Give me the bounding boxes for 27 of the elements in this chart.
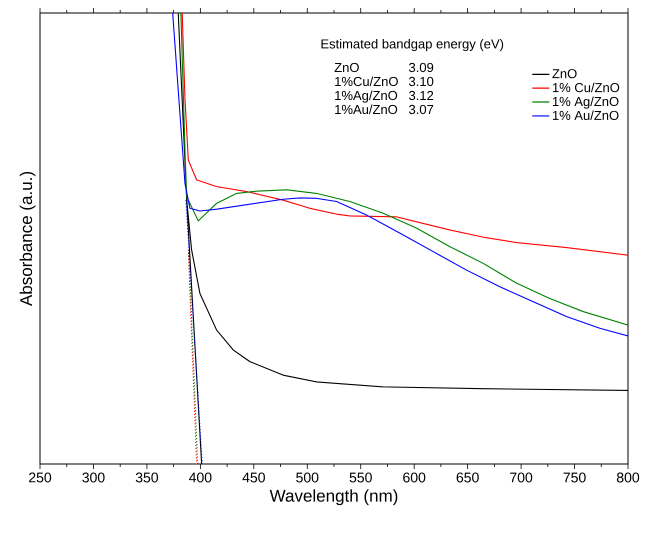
x-tick-label: 450: [242, 472, 265, 482]
x-tick-label: 700: [510, 472, 532, 482]
legend-label: 1% Au/ZnO: [552, 110, 618, 120]
y-axis-title: Absorbance (a.u.): [20, 172, 36, 306]
annotation: 3.12: [409, 90, 434, 100]
legend-label: 1% Cu/ZnO: [552, 82, 620, 92]
annotation: ZnO: [334, 62, 359, 72]
annotation: 3.09: [409, 62, 434, 72]
x-tick-label: 600: [403, 472, 426, 482]
legend-label: 1% Ag/ZnO: [552, 96, 618, 109]
annotation: 3.07: [409, 104, 434, 114]
x-tick-label: 350: [136, 472, 158, 482]
x-axis-title: Wavelength (nm): [270, 489, 398, 506]
annotation: 1%Au/ZnO: [335, 104, 398, 114]
x-tick-label: 250: [29, 472, 52, 482]
x-tick-label: 400: [189, 472, 212, 482]
legend-label: ZnO: [552, 69, 577, 78]
x-tick-label: 300: [82, 472, 105, 482]
x-tick-label: 500: [296, 472, 318, 482]
annotation: 1%Cu/ZnO: [335, 76, 398, 86]
annotation: 3.10: [409, 76, 434, 86]
annotation: Estimated bandgap energy (eV): [321, 38, 504, 52]
x-tick-label: 800: [616, 472, 640, 482]
x-tick-label: 750: [564, 472, 586, 482]
annotation: 1%Ag/ZnO: [335, 90, 398, 103]
x-tick-label: 650: [456, 472, 479, 482]
x-tick-label: 550: [350, 472, 372, 482]
